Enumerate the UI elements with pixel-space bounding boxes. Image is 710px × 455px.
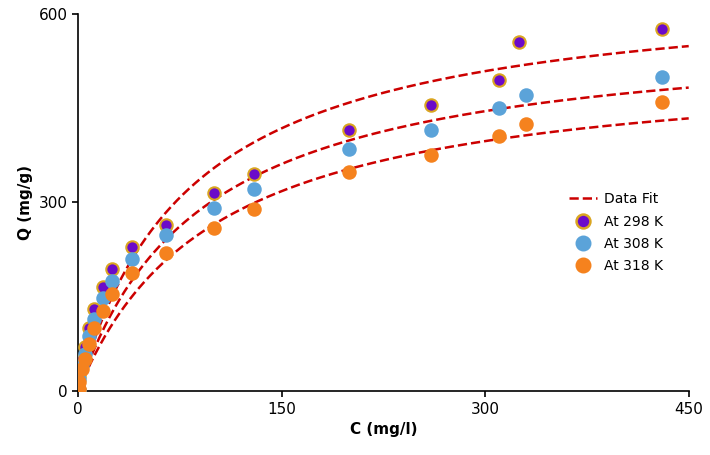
Point [208, 189, 219, 197]
Point [77, 361, 88, 369]
Point [208, 224, 219, 231]
Point [74, 372, 85, 379]
Point [248, 205, 260, 212]
Point [106, 265, 118, 272]
Point [126, 243, 138, 250]
Point [344, 145, 355, 152]
Point [106, 290, 118, 298]
Point [106, 278, 118, 285]
Point [83, 325, 94, 332]
Point [656, 98, 667, 106]
Point [425, 126, 437, 134]
Point [126, 256, 138, 263]
Point [97, 307, 108, 314]
Y-axis label: Q (mg/g): Q (mg/g) [18, 165, 33, 240]
Point [89, 306, 100, 313]
Point [80, 350, 91, 357]
Point [656, 26, 667, 33]
Point [80, 344, 91, 351]
Point [208, 204, 219, 211]
Legend: Data Fit, At 298 K, At 308 K, At 318 K: Data Fit, At 298 K, At 308 K, At 318 K [562, 185, 670, 280]
Point [83, 332, 94, 339]
Point [89, 325, 100, 332]
Point [126, 269, 138, 277]
Point [77, 366, 88, 373]
Point [425, 101, 437, 109]
Point [493, 133, 504, 140]
Point [73, 386, 84, 394]
X-axis label: C (mg/l): C (mg/l) [349, 422, 417, 437]
Point [248, 171, 260, 178]
Point [74, 375, 85, 382]
Point [80, 355, 91, 362]
Point [89, 315, 100, 323]
Point [493, 105, 504, 112]
Point [160, 249, 172, 257]
Point [97, 284, 108, 291]
Point [160, 232, 172, 239]
Point [97, 294, 108, 302]
Point [520, 120, 532, 127]
Point [83, 340, 94, 348]
Point [344, 169, 355, 176]
Point [520, 92, 532, 99]
Point [73, 386, 84, 393]
Point [425, 152, 437, 159]
Point [248, 185, 260, 192]
Point [513, 38, 525, 46]
Point [493, 76, 504, 83]
Point [344, 126, 355, 134]
Point [73, 386, 84, 394]
Point [160, 221, 172, 228]
Point [656, 73, 667, 80]
Point [77, 356, 88, 364]
Point [74, 378, 85, 385]
